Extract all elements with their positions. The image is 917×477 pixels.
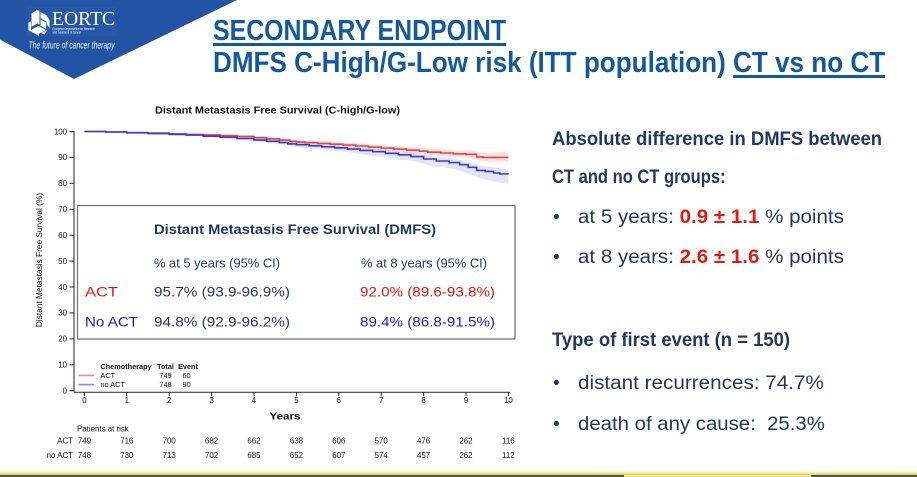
svg-text:607: 607 xyxy=(332,451,345,460)
svg-text:702: 702 xyxy=(205,451,218,460)
svg-text:476: 476 xyxy=(417,437,431,446)
svg-text:685: 685 xyxy=(247,451,261,460)
svg-text:Event: Event xyxy=(178,362,198,371)
svg-text:The future of cancer therapy: The future of cancer therapy xyxy=(29,41,116,52)
svg-text:713: 713 xyxy=(163,451,177,460)
svg-text:European Organisation for Rese: European Organisation for Research xyxy=(53,27,96,31)
svg-text:40: 40 xyxy=(58,283,67,292)
svg-text:606: 606 xyxy=(332,437,346,446)
svg-text:8: 8 xyxy=(421,396,426,405)
svg-text:no ACT: no ACT xyxy=(47,451,73,460)
svg-text:10: 10 xyxy=(504,396,513,405)
svg-text:4: 4 xyxy=(252,396,257,405)
svg-text:30: 30 xyxy=(58,309,67,318)
svg-text:9: 9 xyxy=(464,396,469,405)
svg-text:Chemotherapy: Chemotherapy xyxy=(101,362,153,371)
svg-text:80: 80 xyxy=(58,179,67,188)
svg-text:700: 700 xyxy=(163,437,177,446)
svg-text:no ACT: no ACT xyxy=(101,380,126,389)
svg-text:6: 6 xyxy=(337,396,342,405)
svg-text:1: 1 xyxy=(125,396,129,405)
svg-text:90: 90 xyxy=(58,153,67,162)
svg-text:570: 570 xyxy=(375,437,389,446)
svg-text:2: 2 xyxy=(167,396,171,405)
svg-text:Years: Years xyxy=(270,411,301,422)
svg-text:95.7% (93.9-96.9%): 95.7% (93.9-96.9%) xyxy=(154,285,290,300)
svg-text:652: 652 xyxy=(290,451,303,460)
svg-text:574: 574 xyxy=(375,451,389,460)
svg-text:50: 50 xyxy=(58,257,67,266)
svg-text:20: 20 xyxy=(58,335,67,344)
svg-text:ACT: ACT xyxy=(57,437,73,446)
svg-text:Patients at risk: Patients at risk xyxy=(77,425,129,434)
svg-text:5: 5 xyxy=(294,396,299,405)
svg-text:No ACT: No ACT xyxy=(85,314,139,329)
svg-text:262: 262 xyxy=(459,451,472,460)
svg-text:60: 60 xyxy=(182,371,190,380)
svg-text:94.8% (92.9-96.2%): 94.8% (92.9-96.2%) xyxy=(154,314,290,329)
svg-text:682: 682 xyxy=(205,437,218,446)
svg-text:Distant Metastasis Free Surviv: Distant Metastasis Free Survival (C-high… xyxy=(155,105,400,116)
svg-text:749: 749 xyxy=(159,371,171,380)
svg-text:% at 5 years (95% CI): % at 5 years (95% CI) xyxy=(154,256,280,270)
svg-text:749: 749 xyxy=(78,437,92,446)
svg-text:457: 457 xyxy=(417,451,430,460)
svg-text:638: 638 xyxy=(290,437,304,446)
svg-text:92.0% (89.6-93.8%): 92.0% (89.6-93.8%) xyxy=(360,285,495,300)
svg-text:116: 116 xyxy=(502,437,515,446)
svg-text:112: 112 xyxy=(502,451,515,460)
svg-text:89.4% (86.8-91.5%): 89.4% (86.8-91.5%) xyxy=(360,314,495,329)
svg-text:EORTC: EORTC xyxy=(52,8,115,30)
svg-text:748: 748 xyxy=(78,451,92,460)
svg-text:662: 662 xyxy=(247,437,260,446)
svg-text:Distant Metastasis Free Surviv: Distant Metastasis Free Survival (%) xyxy=(34,193,44,327)
svg-text:Distant Metastasis Free Surviv: Distant Metastasis Free Survival (DMFS) xyxy=(154,222,436,237)
svg-text:10: 10 xyxy=(58,361,67,370)
svg-text:60: 60 xyxy=(58,231,67,240)
svg-text:730: 730 xyxy=(120,451,134,460)
svg-text:and Treatment of Cancer: and Treatment of Cancer xyxy=(53,31,82,35)
svg-text:0: 0 xyxy=(63,387,68,396)
svg-text:262: 262 xyxy=(459,437,472,446)
svg-text:3: 3 xyxy=(209,396,214,405)
svg-text:ACT: ACT xyxy=(101,371,116,380)
svg-text:Total: Total xyxy=(157,362,174,371)
svg-text:100: 100 xyxy=(54,127,68,136)
svg-text:70: 70 xyxy=(58,205,67,214)
svg-text:% at 8 years (95% CI): % at 8 years (95% CI) xyxy=(361,256,487,270)
svg-text:90: 90 xyxy=(182,380,190,389)
svg-text:748: 748 xyxy=(159,380,171,389)
svg-text:716: 716 xyxy=(120,437,134,446)
svg-text:ACT: ACT xyxy=(85,285,119,300)
svg-text:7: 7 xyxy=(379,396,383,405)
svg-text:0: 0 xyxy=(82,396,87,405)
